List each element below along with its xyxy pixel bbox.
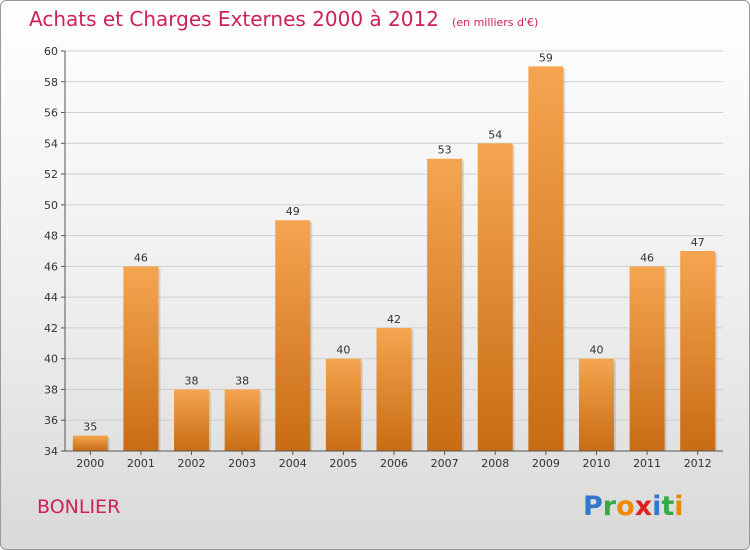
y-tick-label: 48 — [44, 230, 58, 243]
chart-title-block: Achats et Charges Externes 2000 à 2012 (… — [29, 7, 538, 31]
data-label: 54 — [488, 128, 502, 141]
bar-2002 — [174, 389, 210, 451]
data-label: 59 — [539, 51, 553, 64]
y-tick-label: 42 — [44, 322, 58, 335]
x-tick-label: 2002 — [178, 457, 206, 470]
chart-subtitle: (en milliers d'€) — [452, 16, 539, 29]
x-tick-label: 2008 — [481, 457, 509, 470]
logo-letter: t — [661, 491, 675, 522]
bar-2001 — [123, 266, 159, 451]
data-label: 47 — [691, 236, 705, 249]
x-tick-label: 2003 — [228, 457, 256, 470]
x-tick-label: 2012 — [684, 457, 712, 470]
y-tick-label: 56 — [44, 107, 58, 120]
bar-2010 — [578, 358, 614, 451]
bar-2008 — [477, 143, 513, 452]
logo-letter: P — [583, 491, 603, 522]
x-tick-label: 2010 — [582, 457, 610, 470]
y-tick-label: 50 — [44, 199, 58, 212]
bar-2006 — [376, 327, 412, 451]
data-label: 38 — [185, 374, 199, 387]
data-label: 38 — [235, 374, 249, 387]
x-tick-label: 2011 — [633, 457, 661, 470]
x-tick-label: 2000 — [76, 457, 104, 470]
x-tick-label: 2004 — [279, 457, 307, 470]
bar-2003 — [224, 389, 260, 451]
bar-2009 — [528, 66, 564, 451]
y-tick-label: 34 — [44, 445, 58, 458]
y-tick-label: 58 — [44, 76, 58, 89]
bar-2000 — [72, 435, 108, 451]
logo-letter: o — [616, 491, 635, 522]
y-tick-label: 60 — [44, 45, 58, 58]
logo-letter: i — [652, 491, 662, 522]
y-tick-label: 52 — [44, 168, 58, 181]
bar-2007 — [427, 158, 463, 451]
data-label: 46 — [134, 251, 148, 264]
data-label: 40 — [589, 344, 603, 357]
x-tick-label: 2006 — [380, 457, 408, 470]
data-label: 49 — [286, 205, 300, 218]
logo-letter: x — [634, 491, 653, 522]
logo-letter: r — [602, 491, 617, 522]
y-tick-label: 44 — [44, 291, 58, 304]
proxiti-logo: Proxiti — [583, 491, 684, 522]
data-label: 53 — [438, 144, 452, 157]
x-tick-label: 2007 — [431, 457, 459, 470]
y-tick-label: 36 — [44, 414, 58, 427]
x-tick-label: 2009 — [532, 457, 560, 470]
data-label: 46 — [640, 251, 654, 264]
y-tick-label: 46 — [44, 260, 58, 273]
y-tick-label: 40 — [44, 353, 58, 366]
x-tick-label: 2005 — [329, 457, 357, 470]
data-label: 40 — [336, 344, 350, 357]
bar-2004 — [275, 220, 311, 451]
data-label: 42 — [387, 313, 401, 326]
chart-title: Achats et Charges Externes 2000 à 2012 — [29, 7, 439, 31]
logo-letter: i — [674, 491, 684, 522]
location-name: BONLIER — [37, 496, 121, 518]
x-tick-label: 2001 — [127, 457, 155, 470]
y-tick-label: 54 — [44, 137, 58, 150]
y-tick-label: 38 — [44, 383, 58, 396]
data-label: 35 — [83, 421, 97, 434]
bar-2011 — [629, 266, 665, 451]
bar-2012 — [680, 251, 716, 451]
bar-2005 — [325, 358, 361, 451]
